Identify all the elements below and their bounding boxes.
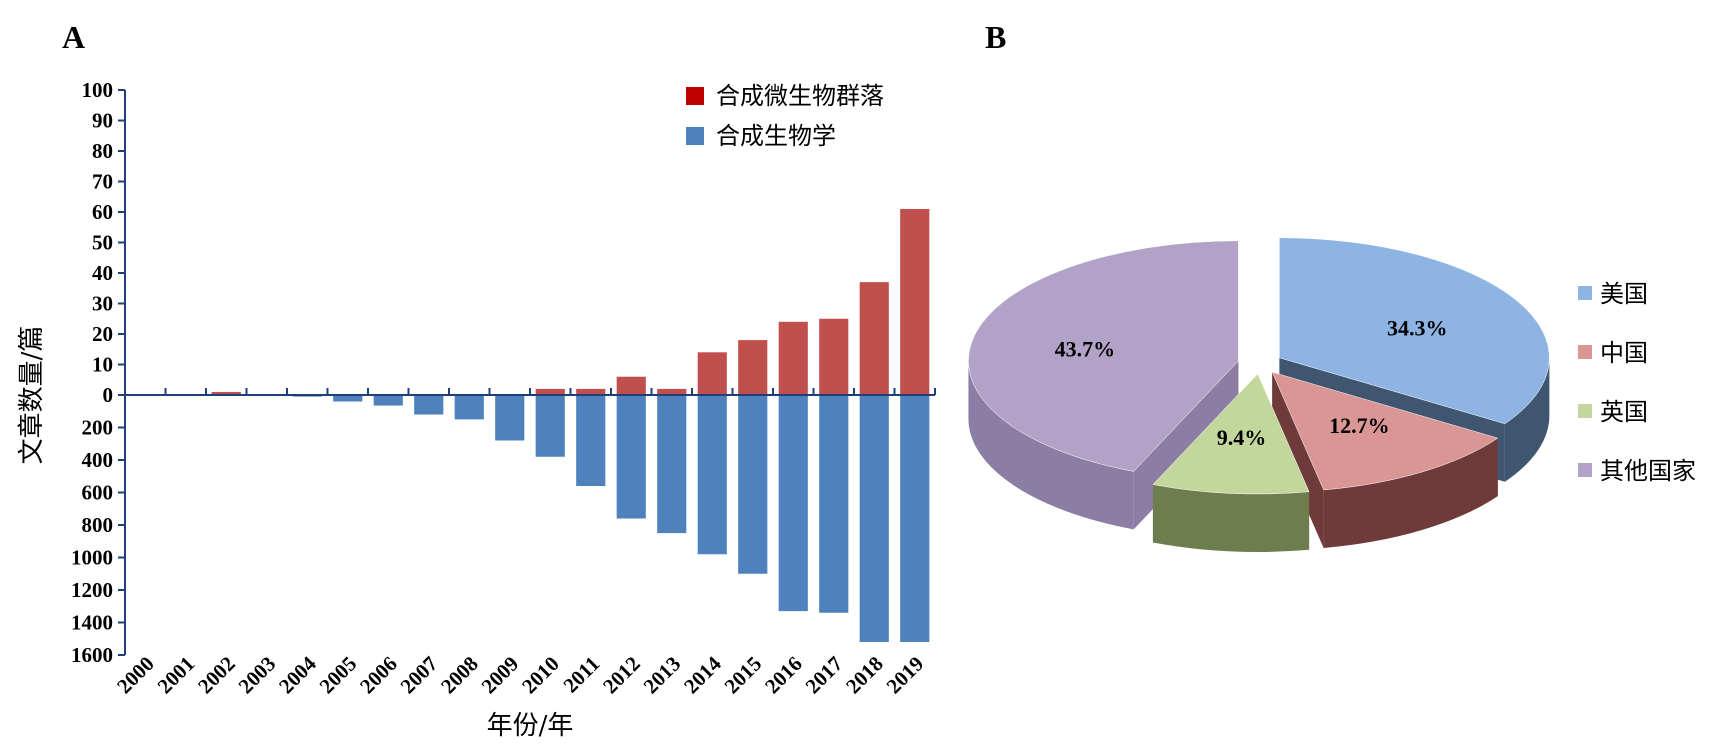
y-tick-label: 400 [82,448,114,472]
x-tick-label: 2014 [679,651,726,698]
x-tick-label: 2005 [315,652,362,699]
y-tick-label: 1400 [71,611,113,635]
pie-slice-label: 12.7% [1329,413,1390,438]
bar-microbial-community-2015 [738,340,768,395]
y-tick-label: 1000 [71,546,113,570]
x-tick-label: 2012 [598,652,645,699]
y-tick-label: 90 [92,109,113,133]
pie-slice-0 [1279,237,1550,425]
y-tick-label: 70 [92,170,113,194]
bar-microbial-community-2002 [211,391,241,395]
pie-slice-3 [968,240,1239,472]
bar-synbio-2014 [697,395,727,555]
bar-synbio-2010 [535,395,565,457]
legend-label: 合成生物学 [716,122,836,150]
panel-b-label: B [985,19,1006,55]
y-tick-label: 10 [92,353,113,377]
x-tick-label: 2003 [234,652,281,699]
bar-synbio-2008 [454,395,484,420]
y-tick-label: 0 [103,383,114,407]
x-tick-label: 2007 [396,652,443,699]
bar-microbial-community-2010 [535,388,565,395]
bar-synbio-2019 [900,395,930,642]
legend-swatch [1578,463,1592,477]
pie-slice-2 [1152,373,1310,495]
bar-microbial-community-2016 [778,321,808,395]
x-tick-label: 2015 [720,652,767,699]
legend-label: 英国 [1600,398,1648,426]
legend-label: 合成微生物群落 [716,82,884,110]
bar-synbio-2017 [819,395,849,613]
y-tick-label: 30 [92,292,113,316]
y-tick-label: 40 [92,261,113,285]
bar-synbio-2007 [414,395,444,415]
bar-synbio-2005 [333,395,363,402]
legend-label: 其他国家 [1600,457,1696,485]
bar-microbial-community-2018 [859,282,889,395]
y-axis-title: 文章数量/篇 [17,326,47,465]
legend-label: 美国 [1600,280,1648,308]
bar-microbial-community-2012 [616,376,646,395]
x-tick-label: 2018 [841,652,888,699]
pie-slice-label: 43.7% [1055,336,1116,361]
x-tick-label: 2004 [274,651,321,698]
y-tick-label: 80 [92,139,113,163]
x-tick-label: 2019 [882,652,929,699]
y-tick-label: 600 [82,481,114,505]
bar-synbio-2016 [778,395,808,612]
y-tick-label: 60 [92,200,113,224]
x-tick-label: 2001 [153,652,200,699]
bar-synbio-2013 [657,395,687,534]
x-tick-label: 2008 [436,652,483,699]
pie-slice-side [1152,484,1310,552]
legend-swatch [686,127,704,145]
x-axis-title: 年份/年 [487,711,574,741]
x-tick-label: 2002 [193,652,240,699]
bar-microbial-community-2017 [819,318,849,395]
legend-swatch [1578,404,1592,418]
pie-slice-side [968,360,1134,530]
bar-microbial-community-2014 [697,352,727,395]
bar-microbial-community-2013 [657,388,687,395]
pie-slice-wall [1272,372,1324,548]
pie-slice-label: 9.4% [1217,425,1267,450]
y-tick-label: 20 [92,322,113,346]
legend-swatch [1578,286,1592,300]
y-tick-label: 50 [92,231,113,255]
x-tick-label: 2000 [112,652,159,699]
x-tick-label: 2010 [517,652,564,699]
legend-swatch [1578,345,1592,359]
legend-swatch [686,87,704,105]
bar-chart: 1009080706050403020100200400600800100012… [17,78,936,741]
bar-synbio-2006 [373,395,403,406]
x-tick-label: 2016 [760,652,807,699]
bar-synbio-2009 [495,395,525,441]
y-tick-label: 1600 [71,643,113,667]
y-tick-label: 200 [82,416,114,440]
x-tick-label: 2017 [801,652,848,699]
y-tick-label: 1200 [71,578,113,602]
bar-synbio-2011 [576,395,606,486]
x-tick-label: 2013 [639,652,686,699]
y-tick-label: 100 [82,78,114,102]
panel-a-label: A [62,19,85,55]
pie-slice-side [1504,357,1550,482]
pie-slice-label: 34.3% [1387,316,1448,341]
legend-label: 中国 [1600,339,1648,367]
x-tick-label: 2011 [558,652,604,698]
pie-slice-1 [1271,371,1499,491]
bar-microbial-community-2011 [576,388,606,395]
x-tick-label: 2006 [355,652,402,699]
y-tick-label: 800 [82,513,114,537]
bar-synbio-2018 [859,395,889,642]
bar-microbial-community-2019 [900,208,930,395]
bar-synbio-2015 [738,395,768,574]
bar-synbio-2012 [616,395,646,519]
x-tick-label: 2009 [477,652,524,699]
